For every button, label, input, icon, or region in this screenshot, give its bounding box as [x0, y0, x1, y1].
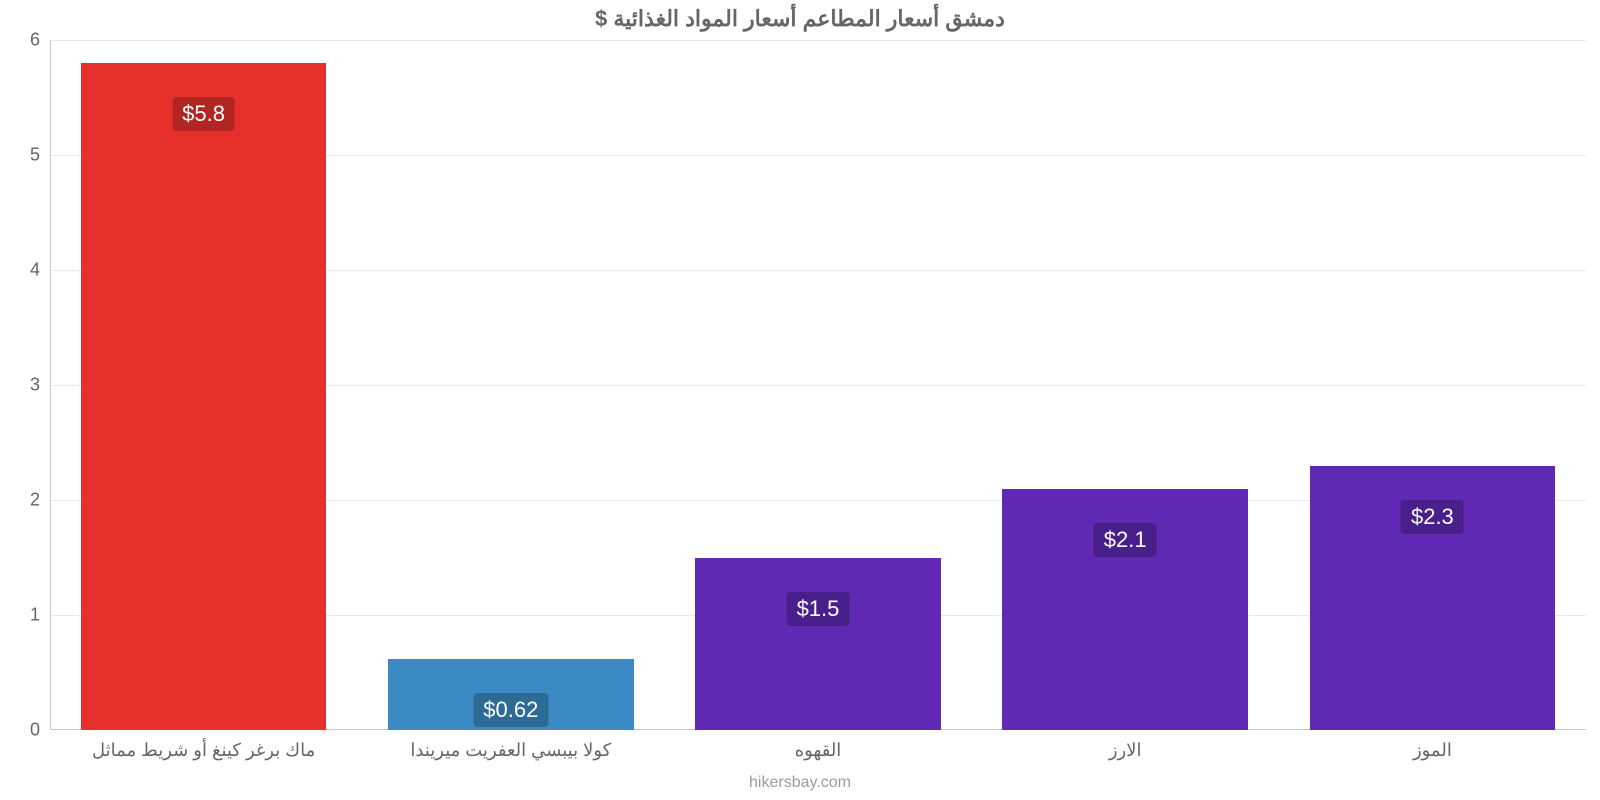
y-tick-label: 2 — [30, 490, 50, 511]
y-tick-label: 5 — [30, 145, 50, 166]
x-tick-label: الارز — [1109, 730, 1142, 761]
bars-container: $5.8 $0.62 $1.5 $2.1 $2.3 — [50, 40, 1586, 730]
y-tick-label: 4 — [30, 260, 50, 281]
x-tick-label: الموز — [1413, 730, 1452, 761]
x-tick-label: ماك برغر كينغ أو شريط مماثل — [92, 730, 315, 761]
price-bar-chart: دمشق أسعار المطاعم أسعار المواد الغذائية… — [0, 0, 1600, 800]
bar-value-label: $1.5 — [787, 592, 850, 626]
bar: $2.3 — [1310, 466, 1556, 731]
y-tick-label: 0 — [30, 720, 50, 741]
chart-title: دمشق أسعار المطاعم أسعار المواد الغذائية… — [0, 6, 1600, 32]
bar: $0.62 — [388, 659, 634, 730]
bar-value-label: $2.3 — [1401, 500, 1464, 534]
bar-value-label: $0.62 — [473, 693, 548, 727]
y-tick-label: 1 — [30, 605, 50, 626]
plot-area: $5.8$0.62$1.5$2.1$2.3 ماك برغر كينغ أو ش… — [50, 40, 1586, 730]
bar: $1.5 — [695, 558, 941, 731]
bar-value-label: $5.8 — [172, 97, 235, 131]
bar: $2.1 — [1002, 489, 1248, 731]
y-tick-label: 3 — [30, 375, 50, 396]
x-tick-label: القهوه — [795, 730, 842, 761]
y-tick-label: 6 — [30, 30, 50, 51]
x-tick-label: كولا بيبسي العفريت ميريندا — [410, 730, 611, 761]
watermark: hikersbay.com — [0, 774, 1600, 792]
bar-value-label: $2.1 — [1094, 523, 1157, 557]
bar: $5.8 — [81, 63, 327, 730]
